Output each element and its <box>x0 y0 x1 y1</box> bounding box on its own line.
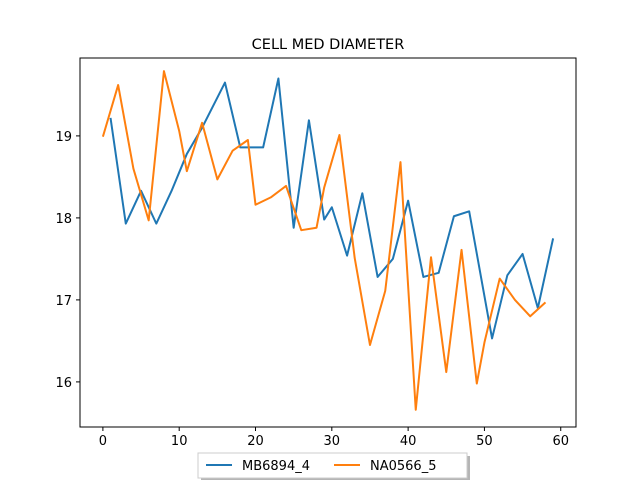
legend-label-mb6894-4: MB6894_4 <box>242 459 310 474</box>
y-axis: 16 17 18 19 <box>55 130 80 391</box>
x-tick-label: 30 <box>324 434 341 449</box>
x-axis: 0 10 20 30 40 50 60 <box>99 427 569 449</box>
x-tick-label: 60 <box>552 434 569 449</box>
plot-frame <box>79 57 577 428</box>
series-layer <box>101 70 555 411</box>
x-tick-label: 40 <box>400 434 417 449</box>
x-tick-label: 20 <box>247 434 264 449</box>
y-tick-label: 18 <box>55 212 72 227</box>
x-tick-label: 50 <box>476 434 493 449</box>
legend-box <box>197 452 468 479</box>
y-tick-label: 17 <box>55 294 72 309</box>
x-tick-label: 10 <box>171 434 188 449</box>
series-line-mb6894-4 <box>109 77 555 340</box>
x-tick-label: 0 <box>99 434 107 449</box>
y-tick-label: 19 <box>55 130 72 145</box>
legend-label-na0566-5: NA0566_5 <box>370 459 436 474</box>
series-line-na0566-5 <box>101 70 547 411</box>
chart-title: CELL MED DIAMETER <box>252 37 405 53</box>
legend: MB6894_4 NA0566_5 <box>197 452 470 480</box>
y-tick-label: 16 <box>55 376 72 391</box>
